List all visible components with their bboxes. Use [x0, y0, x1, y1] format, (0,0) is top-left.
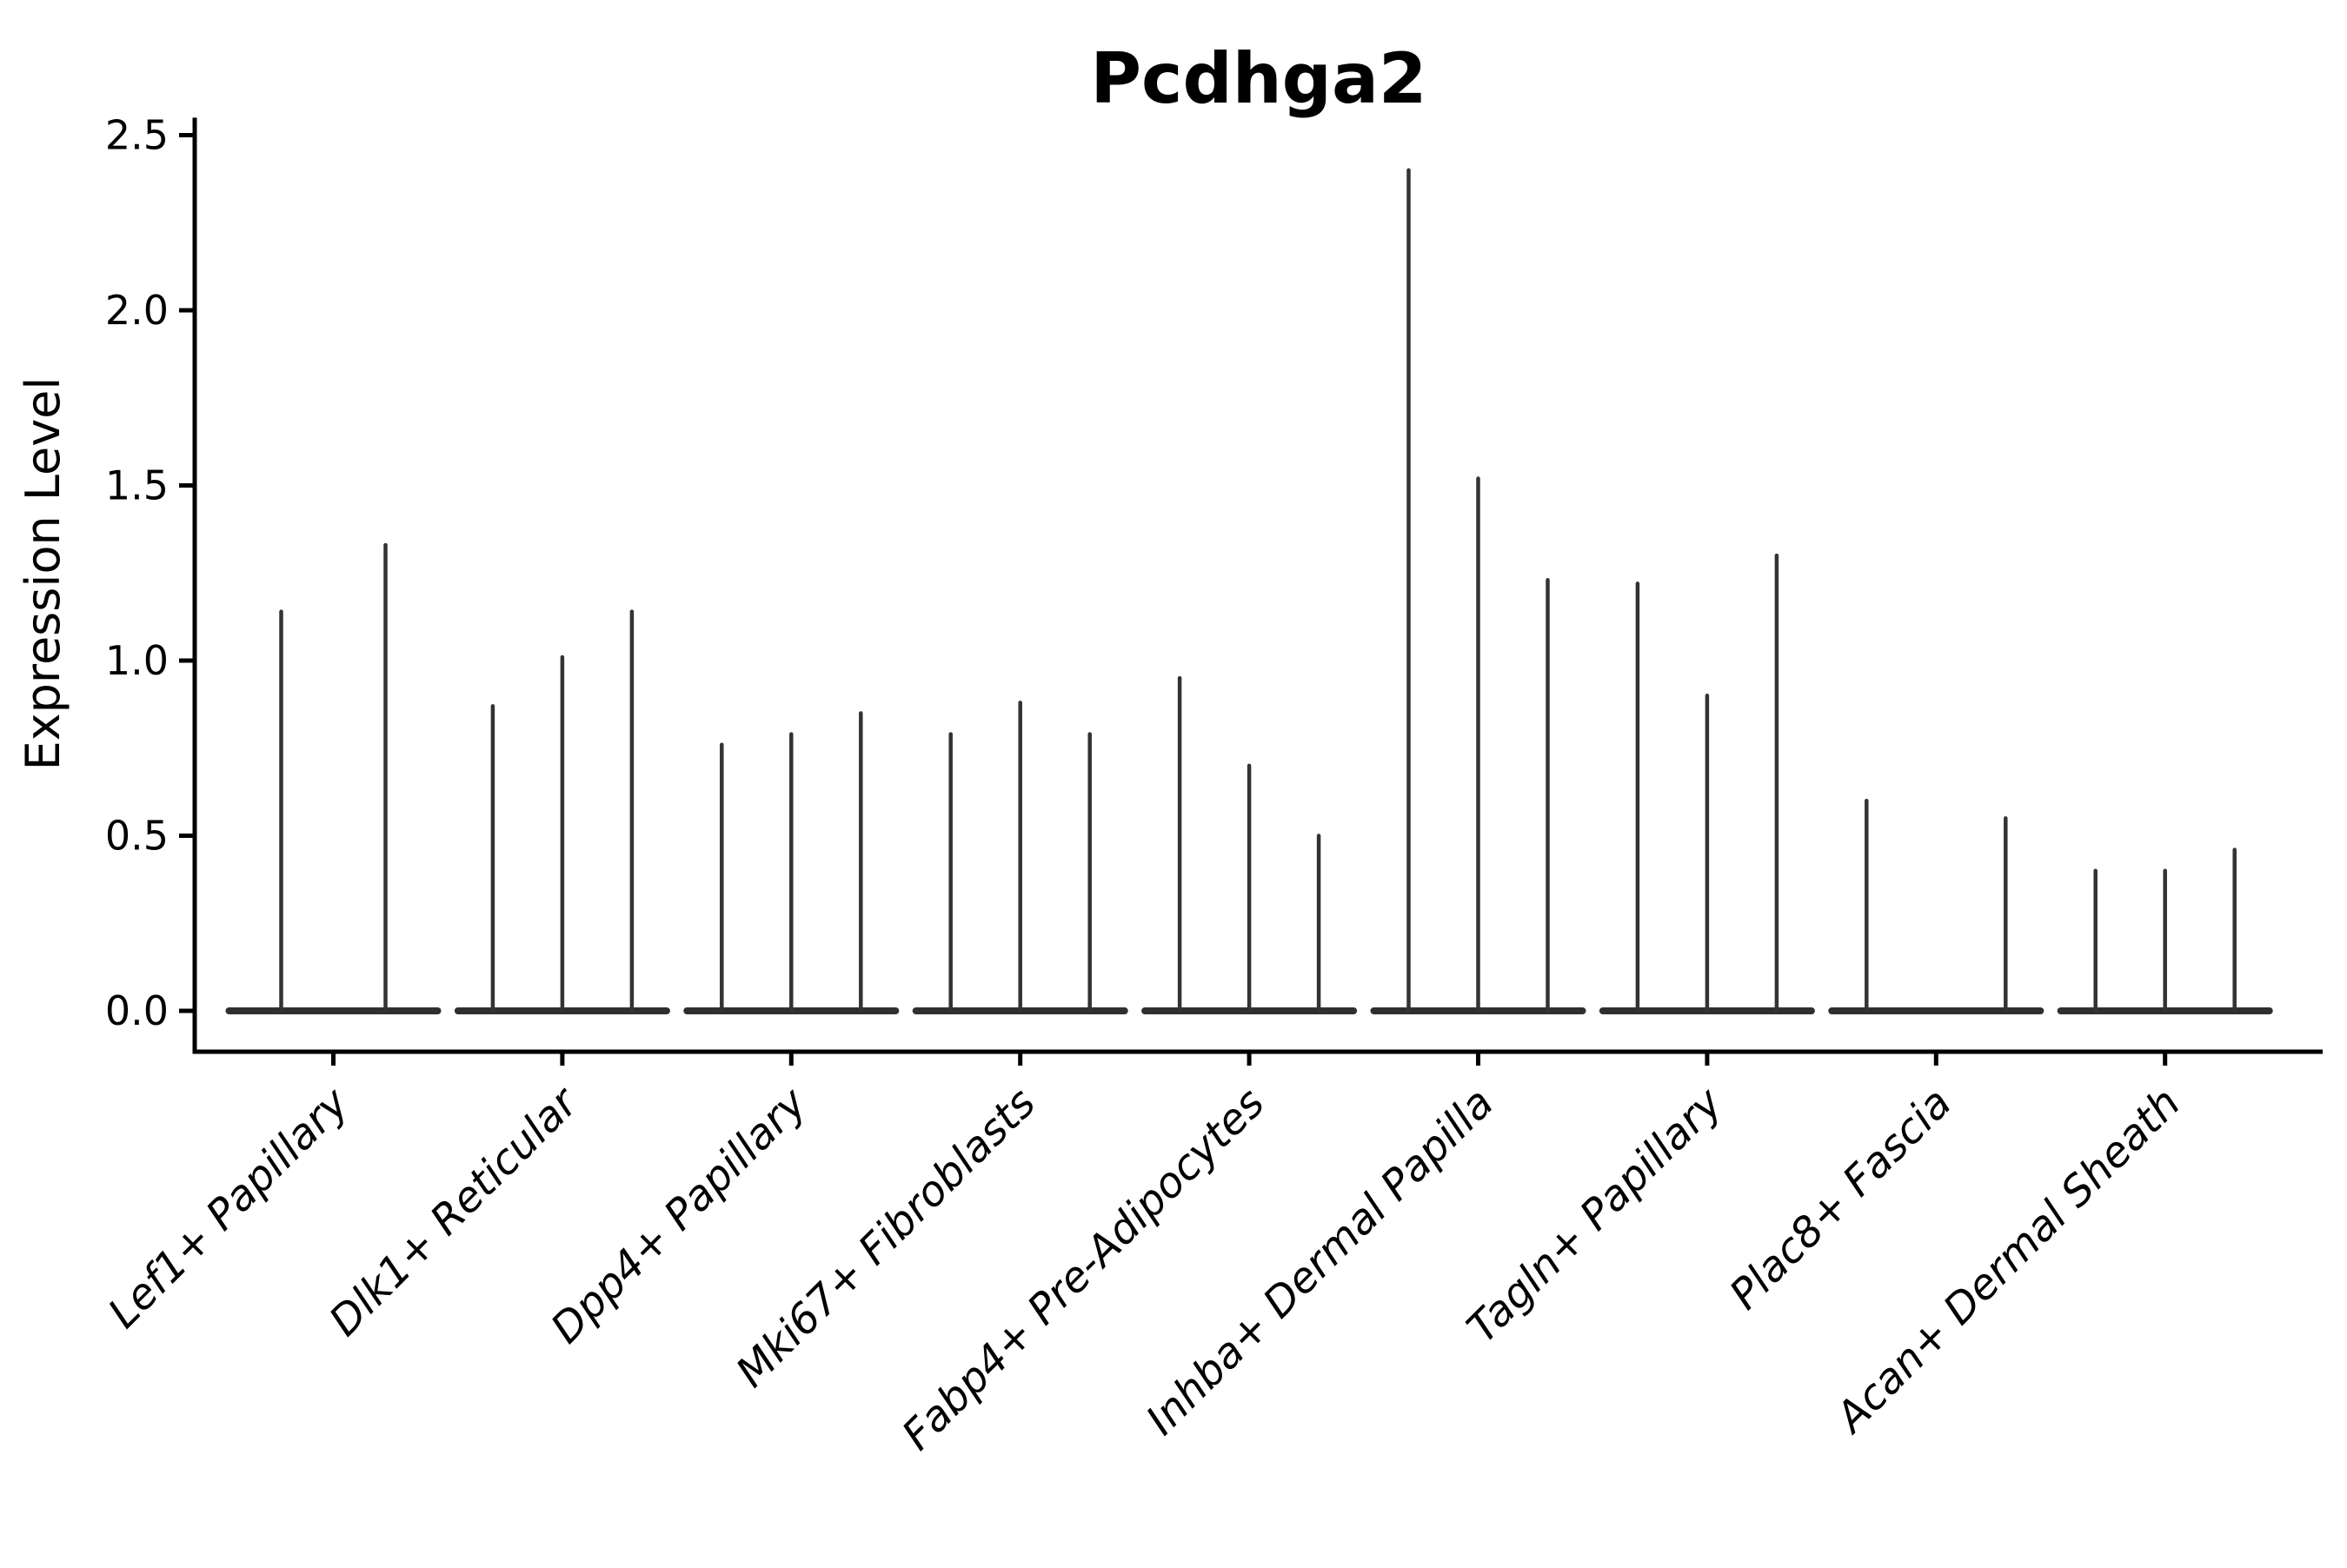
x-tick-label: Tagln+ Papillary — [1458, 1078, 1732, 1352]
violins-layer — [225, 168, 2273, 1014]
chart-title: Pcdhga2 — [1090, 38, 1426, 119]
axes-layer: 0.0 0.5 1.0 1.5 2.0 2.5 — [105, 112, 2323, 1066]
x-tick-label: Dlk1+ Reticular — [320, 1077, 589, 1346]
y-tick-label: 2.5 — [105, 112, 169, 159]
y-tick-label: 0.0 — [105, 987, 169, 1034]
x-tick-label: Fabp4+ Pre-Adipocytes — [893, 1079, 1274, 1460]
y-tick-label: 0.5 — [105, 813, 169, 860]
x-tick-label: Dpp4+ Papillary — [542, 1078, 816, 1352]
x-tick-label: Lef1+ Papillary — [99, 1078, 359, 1338]
y-tick-label: 1.0 — [105, 637, 169, 684]
y-tick-label: 1.5 — [105, 462, 169, 509]
y-axis-label: Expression Level — [16, 377, 70, 771]
x-tick-label: Plac8+ Fascia — [1720, 1079, 1961, 1319]
y-tick-label: 2.0 — [105, 287, 169, 334]
